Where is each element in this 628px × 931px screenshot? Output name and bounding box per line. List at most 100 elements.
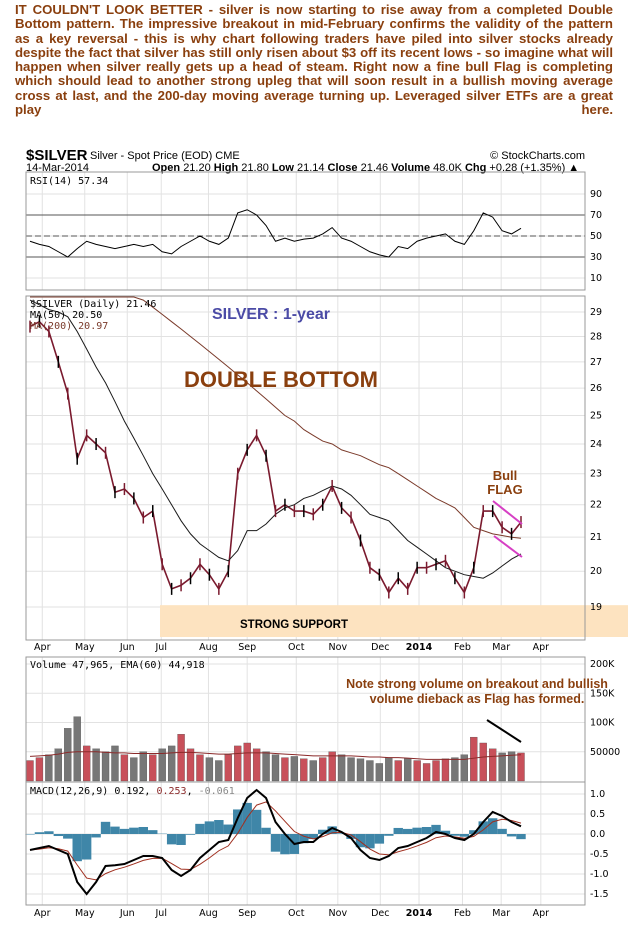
volume-bar (375, 763, 384, 782)
volume-bar (422, 763, 431, 782)
macd-histogram-bar (412, 827, 422, 834)
date-tick-label: Apr (533, 908, 550, 919)
volume-bar (26, 760, 34, 782)
volume-bar (130, 757, 138, 782)
macd-histogram-bar (355, 834, 366, 848)
ma50-legend: MA(50) 20.50 (30, 310, 102, 321)
macd-signal-value: 0.253 (156, 786, 186, 797)
chg-value: +0.28 (+1.35%) ▲ (489, 162, 579, 174)
low-value: 21.14 (297, 162, 325, 174)
volume-label: Volume (391, 162, 430, 174)
ma200-line (30, 296, 522, 539)
macd-histogram-bar (421, 827, 432, 834)
macd-histogram-bar (459, 834, 470, 837)
price-tick-label: 25 (590, 411, 602, 422)
macd-histogram-bar (63, 834, 73, 839)
volume-bar (290, 756, 299, 782)
volume-bar (507, 751, 516, 782)
date-tick-label: Mar (492, 908, 510, 919)
date-tick-label: Jul (155, 642, 167, 653)
price-tick-label: 24 (590, 439, 602, 450)
macd-histogram-bar (270, 834, 281, 852)
chart-marks (25, 209, 585, 896)
date-tick-label: Apr (533, 642, 550, 653)
close-label: Close (328, 162, 358, 174)
price-tick-label: 19 (590, 602, 602, 613)
macd-histogram-bar (129, 827, 139, 834)
volume-bar (489, 748, 497, 782)
macd-histogram-bar (440, 830, 451, 834)
volume-bar (262, 751, 270, 782)
price-tick-label: 28 (590, 331, 602, 342)
macd-legend: MACD(12,26,9) 0.192, 0.253, -0.061 (30, 786, 235, 797)
macd-histogram-bar (497, 828, 507, 834)
macd-legend-value: 0.192 (114, 786, 144, 797)
macd-histogram-bar (185, 834, 196, 835)
volume-bar (35, 757, 44, 782)
date-tick-label: 2014 (406, 908, 433, 919)
volume-bar (243, 742, 251, 782)
volume-bar (252, 748, 261, 782)
macd-histogram-bar (214, 820, 224, 834)
volume-bar (328, 751, 336, 782)
volume-bar (234, 745, 242, 782)
volume-bar (337, 754, 346, 782)
volume-bar (149, 754, 157, 782)
volume-bar (385, 757, 393, 782)
macd-histogram-bar (299, 834, 309, 844)
date-tick-label: Jun (119, 642, 135, 653)
macd-histogram-bar (34, 832, 45, 834)
volume-tick-label: 50000 (590, 747, 620, 758)
volume-bar (83, 745, 91, 782)
volume-bar (92, 748, 100, 782)
macd-histogram-bar (148, 830, 158, 834)
macd-histogram-bar (53, 834, 64, 837)
volume-bar (470, 736, 478, 782)
macd-histogram-bar (204, 821, 215, 834)
date-tick-label: 2014 (406, 642, 433, 653)
date-tick-label: Apr (34, 642, 51, 653)
volume-tick-label: 200K (590, 659, 615, 670)
macd-histogram-bar (318, 829, 328, 834)
volume-bar (356, 758, 365, 782)
close-value: 21.46 (361, 162, 389, 174)
macd-histogram-bar (469, 830, 479, 834)
price-tick-label: 29 (590, 307, 602, 318)
macd-histogram-bar (251, 809, 262, 834)
chg-label: Chg (465, 162, 486, 174)
date-tick-label: Nov (329, 642, 348, 653)
volume-bar (432, 760, 440, 782)
macd-line (29, 788, 522, 896)
rsi-panel (25, 171, 586, 291)
volume-bar (64, 728, 72, 782)
macd-histogram-bar (25, 834, 35, 835)
price-tick-label: 22 (590, 500, 602, 511)
volume-ema-line (29, 751, 522, 760)
macd-histogram-bar (223, 824, 233, 834)
rsi-line (29, 209, 522, 258)
volume-bar (404, 758, 412, 782)
strong-support-zone (160, 605, 628, 637)
flag-annotation: FLAG (487, 482, 522, 497)
macd-histogram-bar (81, 834, 92, 860)
macd-tick-label: -1.0 (590, 869, 609, 880)
macd-legend-title: MACD(12,26,9) (30, 786, 108, 797)
date-tick-label: Apr (34, 908, 51, 919)
price-tick-label: 26 (590, 383, 602, 394)
rsi-tick-label: 10 (590, 273, 602, 284)
volume-bar (347, 757, 355, 782)
volume-bar (224, 754, 232, 782)
volume-bar (215, 760, 223, 782)
volume-bar (271, 754, 280, 782)
macd-histogram-bar (402, 828, 413, 834)
date-tick-label: May (75, 908, 95, 919)
macd-hist-value: -0.061 (199, 786, 235, 797)
high-value: 21.80 (241, 162, 269, 174)
volume-bar (186, 748, 195, 782)
volume-bar (479, 742, 487, 782)
macd-signal-line (29, 801, 522, 881)
volume-bar (413, 760, 421, 782)
date-tick-label: Oct (288, 642, 305, 653)
volume-note-line2: volume dieback as Flag has formed. (370, 692, 585, 706)
volume-bar (54, 748, 62, 782)
